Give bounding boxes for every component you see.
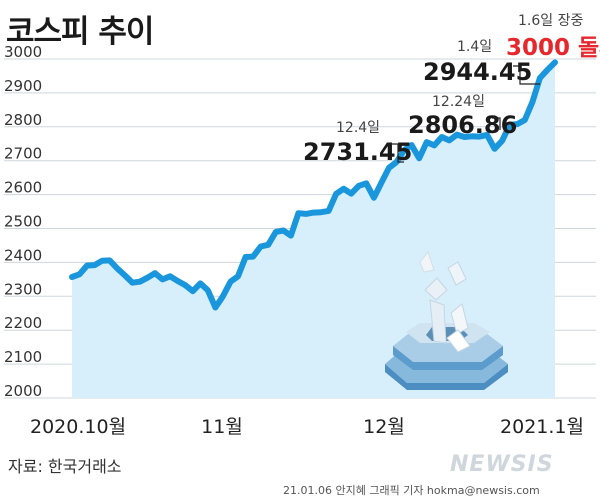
y-tick-label: 2400	[4, 246, 42, 264]
box-illustration	[385, 250, 508, 390]
y-tick-label: 2300	[4, 280, 42, 298]
y-axis-labels: 2000 2100 2200 2300 2400 2500 2600 2700 2800 2900…	[4, 43, 42, 400]
x-tick-label: 2021.1월	[500, 416, 584, 438]
y-tick-label: 2900	[4, 77, 42, 95]
kospi-line	[69, 59, 558, 311]
x-axis-labels: 2020.10월 11월 12월 2021.1월	[30, 416, 584, 438]
annotation-date: 1.6일 장중	[518, 13, 583, 29]
y-tick-label: 2000	[4, 382, 42, 400]
y-tick-label: 2700	[4, 145, 42, 163]
y-tick-label: 2600	[4, 179, 42, 197]
annotation-leader	[390, 143, 404, 163]
y-tick-label: 3000	[4, 43, 42, 61]
annotation-value: 3000 돌파	[506, 35, 600, 61]
annotation-date: 12.4일	[336, 120, 380, 136]
annotation-value: 2944.45	[423, 58, 532, 86]
annotation-leader	[513, 65, 540, 85]
chart-title: 코스피 추이	[6, 14, 154, 50]
annotation-date: 12.24일	[432, 94, 485, 110]
y-tick-label: 2200	[4, 314, 42, 332]
x-tick-label: 2020.10월	[30, 416, 126, 438]
credit-line: 21.01.06 안지혜 그래픽 기자 hokma@newsis.com	[283, 484, 540, 497]
source-note: 자료: 한국거래소	[8, 457, 122, 476]
x-tick-label: 11월	[201, 416, 243, 438]
annotation-value: 2806.86	[408, 111, 517, 139]
y-tick-label: 2100	[4, 348, 42, 366]
annotation-date: 1.4일	[457, 39, 492, 55]
watermark-logo: NEWSIS	[450, 452, 554, 477]
x-tick-label: 12월	[363, 416, 405, 438]
annotation-leader	[492, 117, 501, 130]
annotation-value: 2731.45	[303, 138, 412, 166]
y-tick-label: 2500	[4, 213, 42, 231]
y-tick-label: 2800	[4, 111, 42, 129]
